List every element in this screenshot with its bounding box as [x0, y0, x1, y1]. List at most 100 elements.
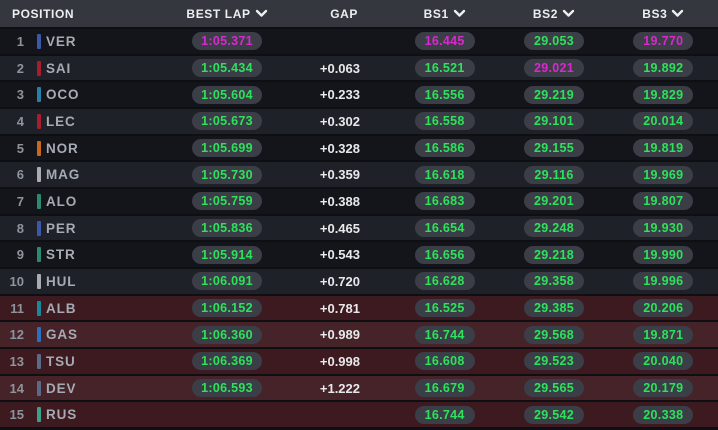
- position-label: 11: [10, 300, 24, 316]
- chevron-down-icon: [453, 9, 466, 18]
- best-lap-pill: 1:05.434: [192, 59, 262, 77]
- sector1-pill: 16.558: [414, 112, 475, 131]
- gap-value: +0.543: [319, 247, 360, 263]
- gap-value: +0.998: [319, 353, 360, 369]
- sector2-pill: 29.101: [523, 112, 584, 131]
- chevron-down-icon: [255, 9, 268, 18]
- sector1-pill: 16.744: [414, 405, 475, 424]
- gap-value: +0.388: [319, 193, 360, 209]
- best-lap-pill: 1:06.593: [192, 379, 262, 398]
- sector1-pill: 16.445: [414, 32, 475, 51]
- sector1-pill: 16.608: [414, 352, 475, 371]
- gap-value: +0.781: [319, 300, 360, 316]
- best-lap-pill: 1:05.730: [192, 165, 262, 184]
- driver-code: MAG: [46, 167, 81, 183]
- sector3-pill: 20.206: [633, 299, 694, 318]
- position-label: 7: [16, 193, 24, 209]
- gap-value: +0.989: [319, 327, 360, 343]
- sector1-pill: 16.744: [414, 325, 475, 344]
- driver-code: DEV: [46, 380, 77, 396]
- best-lap-pill: 1:05.759: [192, 192, 262, 211]
- sector3-pill: 20.040: [633, 352, 694, 371]
- team-color-bar: [37, 380, 41, 396]
- column-header-bs3[interactable]: BS3: [636, 6, 690, 22]
- timing-row[interactable]: 15 RUS 16.744 29.542 20.338: [0, 402, 718, 428]
- sector3-pill: 20.338: [633, 405, 694, 424]
- column-header-bs2[interactable]: BS2: [527, 6, 581, 22]
- timing-row[interactable]: 5 NOR 1:05.699 +0.328 16.586 29.155 19.819: [0, 135, 718, 161]
- driver-code: OCO: [46, 87, 80, 103]
- sector1-pill: 16.618: [414, 165, 475, 184]
- timing-row[interactable]: 8 PER 1:05.836 +0.465 16.654 29.248 19.930: [0, 215, 718, 241]
- position-label: 5: [16, 140, 24, 156]
- chevron-down-icon: [562, 9, 575, 18]
- position-label: 14: [9, 380, 24, 396]
- column-header-best-lap[interactable]: BEST LAP: [180, 6, 273, 22]
- timing-row[interactable]: 2 SAI 1:05.434 +0.063 16.521 29.021 19.892: [0, 55, 718, 81]
- sector2-pill: 29.248: [523, 219, 584, 238]
- gap-value: +1.222: [319, 380, 360, 396]
- gap-value: +0.063: [319, 60, 360, 76]
- position-label: 8: [16, 220, 24, 236]
- timing-row[interactable]: 4 LEC 1:05.673 +0.302 16.558 29.101 20.014: [0, 109, 718, 134]
- sector1-pill: 16.679: [414, 379, 475, 398]
- team-color-bar: [37, 407, 41, 423]
- position-label: 3: [16, 87, 24, 103]
- sector1-pill: 16.556: [414, 85, 475, 104]
- timing-row[interactable]: 3 OCO 1:05.604 +0.233 16.556 29.219 19.829: [0, 82, 718, 108]
- position-label: 4: [16, 113, 24, 129]
- timing-row[interactable]: 11 ALB 1:06.152 +0.781 16.525 29.385 20.206: [0, 295, 718, 321]
- gap-value: +0.359: [319, 167, 360, 183]
- timing-row[interactable]: 14 DEV 1:06.593 +1.222 16.679 29.565 20.179: [0, 375, 718, 401]
- sector1-pill: 16.656: [414, 245, 475, 264]
- sector3-pill: 20.179: [633, 379, 694, 398]
- column-header-gap: GAP: [330, 6, 358, 21]
- position-label: 9: [16, 247, 24, 263]
- gap-value: +0.302: [319, 113, 360, 129]
- sector2-pill: 29.201: [523, 192, 584, 211]
- best-lap-pill: 1:06.091: [192, 272, 262, 291]
- sector3-pill: 20.014: [633, 112, 694, 131]
- sector2-pill: 29.116: [523, 165, 584, 184]
- timing-row[interactable]: 1 VER 1:05.371 16.445 29.053 19.770: [0, 29, 718, 54]
- driver-code: SAI: [46, 60, 72, 76]
- driver-code: TSU: [46, 353, 76, 369]
- timing-row[interactable]: 12 GAS 1:06.360 +0.989 16.744 29.568 19.871: [0, 322, 718, 348]
- timing-row[interactable]: 13 TSU 1:06.369 +0.998 16.608 29.523 20.040: [0, 349, 718, 374]
- team-color-bar: [37, 300, 41, 316]
- sector2-pill: 29.565: [523, 379, 584, 398]
- best-lap-pill: 1:06.360: [192, 325, 262, 344]
- team-color-bar: [37, 220, 41, 236]
- best-lap-pill: 1:05.914: [192, 245, 262, 264]
- driver-code: HUL: [46, 273, 77, 289]
- sector2-pill: 29.155: [523, 139, 584, 158]
- sector2-pill: 29.053: [523, 32, 584, 51]
- sector3-pill: 19.829: [633, 85, 694, 104]
- column-header-bs1[interactable]: BS1: [418, 6, 472, 22]
- sector1-pill: 16.586: [414, 139, 475, 158]
- timing-row[interactable]: 6 MAG 1:05.730 +0.359 16.618 29.116 19.969: [0, 162, 718, 188]
- column-header-bs2-label: BS2: [532, 6, 559, 21]
- driver-code: PER: [46, 220, 77, 236]
- driver-code: NOR: [46, 140, 79, 156]
- position-label: 13: [9, 353, 24, 369]
- sector3-pill: 19.871: [633, 325, 694, 344]
- sector3-pill: 19.807: [633, 192, 694, 211]
- timing-row[interactable]: 10 HUL 1:06.091 +0.720 16.628 29.358 19.996: [0, 269, 718, 294]
- gap-value: +0.233: [319, 87, 360, 103]
- team-color-bar: [37, 247, 41, 263]
- timing-row[interactable]: 7 ALO 1:05.759 +0.388 16.683 29.201 19.807: [0, 189, 718, 214]
- sector3-pill: 19.930: [633, 219, 694, 238]
- sector1-pill: 16.525: [414, 299, 475, 318]
- gap-value: +0.465: [319, 220, 360, 236]
- team-color-bar: [37, 353, 41, 369]
- position-label: 1: [16, 33, 24, 49]
- best-lap-pill: 1:05.604: [192, 85, 262, 104]
- timing-row[interactable]: 9 STR 1:05.914 +0.543 16.656 29.218 19.990: [0, 242, 718, 268]
- driver-code: ALO: [46, 193, 78, 209]
- sector3-pill: 19.892: [633, 59, 694, 77]
- best-lap-pill: 1:05.673: [192, 112, 262, 131]
- driver-code: STR: [46, 247, 76, 263]
- sector3-pill: 19.770: [633, 32, 694, 51]
